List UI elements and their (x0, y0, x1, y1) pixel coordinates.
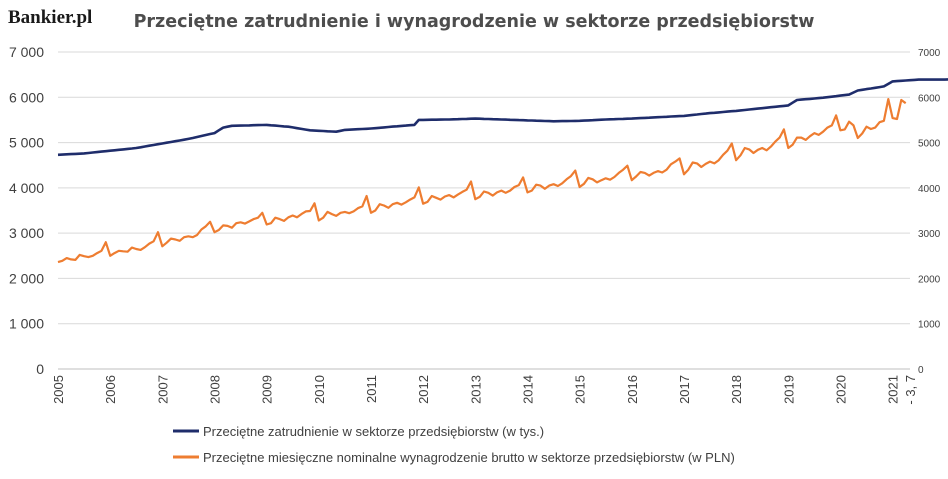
x-tick-label: 2008 (207, 375, 222, 404)
y-axis-left: 0 1 000 2 000 3 000 4 000 5 000 6 000 7 000 (9, 44, 44, 377)
x-tick-label: 2011 (364, 375, 379, 403)
x-tick-label: 2005 (51, 375, 66, 404)
y-axis-right: 0 1000 2000 3000 4000 5000 6000 7000 (918, 48, 941, 376)
y-right-tick-label: 1000 (918, 320, 941, 331)
y-left-tick-label: 4 000 (9, 180, 44, 196)
legend: Przeciętne zatrudnienie w sektorze przed… (173, 424, 735, 465)
series-group (57, 78, 948, 264)
x-tick-label: 2007 (155, 375, 170, 404)
x-tick-label: 2019 (781, 375, 796, 404)
bankier-logo: Bankier.pl (8, 7, 92, 28)
y-left-tick-label: 5 000 (9, 135, 44, 151)
legend-label-employment: Przeciętne zatrudnienie w sektorze przed… (203, 424, 544, 439)
x-tick-label: 2015 (573, 375, 588, 404)
y-right-tick-label: 5000 (918, 139, 941, 150)
x-tick-label: 2018 (729, 375, 744, 404)
y-left-tick-label: 3 000 (9, 225, 44, 241)
y-right-tick-label: 6000 (918, 93, 941, 104)
x-axis: 2005 2006 2007 2008 2009 2010 2011 2012 2013 2014… (51, 368, 918, 405)
x-tick-label: 2010 (312, 375, 327, 404)
y-left-tick-label: 0 (36, 361, 44, 377)
x-tick-label: 2009 (260, 375, 275, 404)
x-tick-label: 2006 (103, 375, 118, 404)
y-left-tick-label: 1 000 (9, 316, 44, 332)
y-left-tick-label: 7 000 (9, 44, 44, 60)
y-left-tick-label: 6 000 (9, 89, 44, 105)
x-tick-label: 2013 (468, 375, 483, 404)
x-tick-label: 2012 (416, 375, 431, 404)
legend-label-wage: Przeciętne miesięczne nominalne wynagrod… (203, 450, 735, 465)
y-right-tick-label: 2000 (918, 274, 941, 285)
gridlines (58, 51, 910, 325)
x-tick-label-last: - 3, 7 (903, 375, 918, 405)
y-right-tick-label: 7000 (918, 48, 941, 59)
x-tick-label: 2021 (886, 375, 901, 404)
series-line-wage (57, 97, 907, 264)
chart-title: Przeciętne zatrudnienie i wynagrodzenie … (134, 12, 815, 32)
x-tick-label: 2016 (625, 375, 640, 404)
y-right-tick-label: 4000 (918, 184, 941, 195)
x-tick-label: 2014 (520, 375, 535, 404)
y-left-tick-label: 2 000 (9, 270, 44, 286)
x-tick-label: 2020 (833, 375, 848, 404)
y-right-tick-label: 0 (918, 365, 924, 376)
series-line-employment (57, 78, 948, 157)
y-right-tick-label: 3000 (918, 229, 941, 240)
x-tick-label: 2017 (677, 375, 692, 404)
